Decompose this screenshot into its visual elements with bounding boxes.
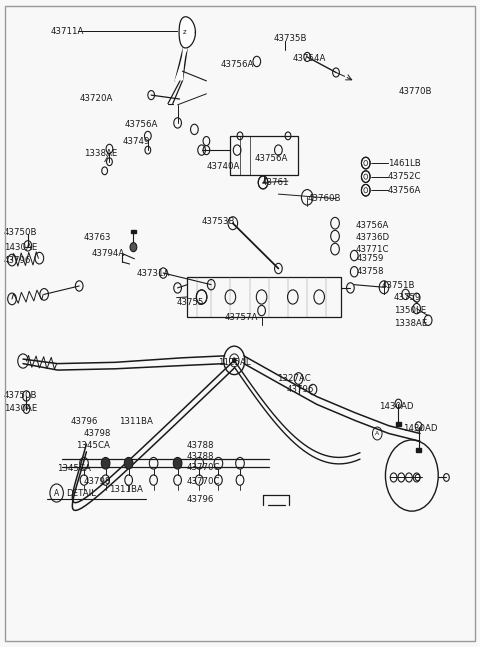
Text: z: z [183, 29, 187, 36]
Text: 43754A: 43754A [293, 54, 326, 63]
Text: 43771C: 43771C [355, 245, 389, 254]
Text: 43758: 43758 [356, 267, 384, 276]
Text: 43750B: 43750B [4, 391, 37, 400]
Text: 43794A: 43794A [91, 249, 124, 258]
Text: 43756A: 43756A [254, 154, 288, 163]
Polygon shape [131, 230, 136, 233]
Circle shape [232, 358, 236, 363]
Text: 43753B: 43753B [202, 217, 235, 226]
Text: 43798: 43798 [84, 429, 111, 438]
Circle shape [173, 457, 182, 469]
Text: 43759: 43759 [394, 293, 421, 302]
Text: 43770B: 43770B [398, 87, 432, 96]
Text: 43711A: 43711A [50, 27, 84, 36]
Text: 43796: 43796 [71, 417, 98, 426]
Circle shape [124, 457, 133, 469]
Text: 43755: 43755 [177, 298, 204, 307]
Text: 1430AE: 1430AE [4, 243, 37, 252]
Text: 43788: 43788 [186, 452, 214, 461]
Text: 43756A: 43756A [125, 120, 158, 129]
Text: 1461LB: 1461LB [388, 159, 420, 168]
Text: 1345CA: 1345CA [76, 441, 110, 450]
Text: 43788: 43788 [186, 441, 214, 450]
Text: 43751B: 43751B [382, 281, 415, 291]
Polygon shape [179, 17, 195, 48]
Text: A: A [54, 488, 59, 498]
Text: 1311BA: 1311BA [119, 417, 153, 426]
Text: DETAIL: DETAIL [66, 488, 96, 498]
Text: 43796: 43796 [4, 256, 31, 265]
Text: 43749: 43749 [122, 137, 150, 146]
Text: 43736D: 43736D [355, 233, 389, 242]
Circle shape [101, 457, 110, 469]
Text: 43796: 43796 [287, 385, 314, 394]
Polygon shape [416, 448, 421, 452]
Text: 43756A: 43756A [355, 221, 389, 230]
Text: 1350LE: 1350LE [394, 306, 426, 315]
Text: 1345CA: 1345CA [57, 464, 91, 473]
Text: 1338AE: 1338AE [84, 149, 118, 159]
Text: 1430AD: 1430AD [379, 402, 414, 411]
Text: 43756A: 43756A [221, 60, 254, 69]
Text: 43752C: 43752C [388, 172, 421, 181]
Text: 43759: 43759 [356, 254, 384, 263]
Text: 43796: 43796 [186, 495, 214, 504]
Text: 43720A: 43720A [79, 94, 113, 103]
Text: 43735B: 43735B [274, 34, 307, 43]
Text: 43750B: 43750B [4, 228, 37, 237]
Text: 43731A: 43731A [137, 269, 170, 278]
Text: 43740A: 43740A [206, 162, 240, 171]
Text: 1125AL: 1125AL [218, 358, 251, 367]
Text: 1430AD: 1430AD [403, 424, 438, 433]
Circle shape [130, 243, 137, 252]
Polygon shape [396, 422, 401, 426]
Polygon shape [175, 48, 187, 81]
Text: 1430AE: 1430AE [4, 404, 37, 413]
Text: 43756A: 43756A [388, 186, 421, 195]
Text: 43761: 43761 [262, 178, 289, 187]
Text: 43763: 43763 [84, 233, 111, 242]
Text: 1311BA: 1311BA [109, 485, 144, 494]
Text: 1327AC: 1327AC [277, 374, 311, 383]
Text: 43770C: 43770C [186, 477, 220, 486]
Text: 43760B: 43760B [307, 194, 341, 203]
Text: A: A [375, 431, 379, 436]
Text: 1338AE: 1338AE [394, 319, 427, 328]
Text: 43757A: 43757A [225, 313, 258, 322]
Text: 43798: 43798 [84, 477, 111, 486]
Text: 43770C: 43770C [186, 463, 220, 472]
